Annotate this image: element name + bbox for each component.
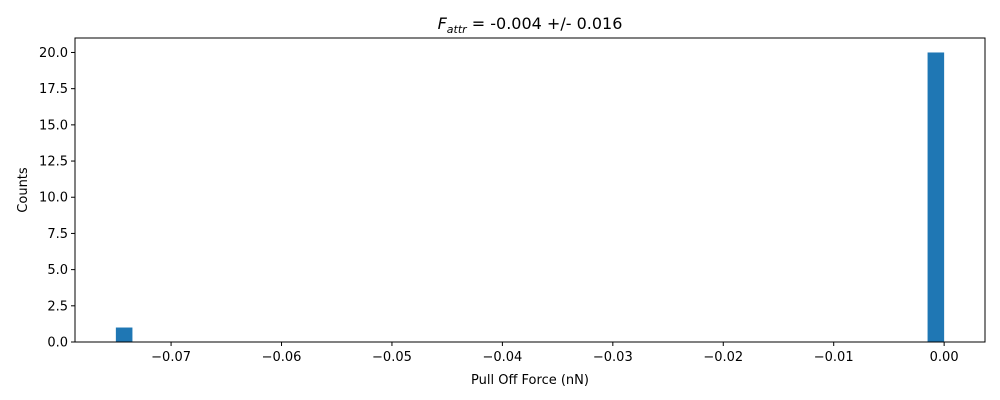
- x-tick-label-4: −0.03: [593, 350, 633, 365]
- x-tick-label-5: −0.02: [703, 350, 743, 365]
- title-subscript: attr: [447, 23, 468, 36]
- x-tick-label-1: −0.06: [262, 350, 302, 365]
- x-tick-label-6: −0.01: [814, 350, 854, 365]
- x-tick-label-7: 0.00: [930, 350, 959, 365]
- y-tick-label-8: 20.0: [39, 46, 68, 61]
- x-ticks-group: −0.07 −0.06 −0.05 −0.04 −0.03 −0.02 −0.01 0.00: [151, 342, 959, 365]
- y-tick-label-7: 17.5: [39, 82, 68, 97]
- y-ticks-group: 0.0 2.5 5.0 7.5 10.0 12.5 15.0 17.5 20.0: [39, 46, 75, 351]
- title-symbol: F: [438, 14, 448, 33]
- bars-group: [115, 52, 945, 342]
- y-tick-label-1: 2.5: [47, 299, 68, 314]
- y-tick-label-4: 10.0: [39, 191, 68, 206]
- title-rest: = -0.004 +/- 0.016: [467, 14, 623, 33]
- y-tick-label-0: 0.0: [47, 336, 68, 351]
- y-axis-label: Counts: [16, 167, 31, 213]
- y-tick-label-2: 5.0: [47, 263, 68, 278]
- histogram-bar-0: [115, 327, 133, 342]
- y-tick-label-5: 12.5: [39, 155, 68, 170]
- plot-frame: [74, 37, 986, 343]
- x-tick-label-0: −0.07: [151, 350, 191, 365]
- y-tick-label-6: 15.0: [39, 118, 68, 133]
- x-tick-label-2: −0.05: [372, 350, 412, 365]
- y-tick-label-3: 7.5: [47, 227, 68, 242]
- x-axis-label: Pull Off Force (nN): [471, 373, 589, 388]
- chart-title: Fattr = -0.004 +/- 0.016: [438, 14, 623, 36]
- histogram-bar-1: [927, 52, 945, 342]
- x-tick-label-3: −0.04: [482, 350, 522, 365]
